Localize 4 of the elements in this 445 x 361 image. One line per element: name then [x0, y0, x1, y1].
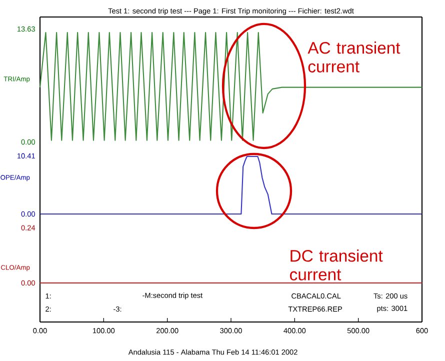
- annotation: AC transient current: [308, 42, 400, 72]
- annotation: DC transient current: [290, 250, 383, 280]
- line-series: [39, 32, 423, 141]
- line-series: [39, 156, 423, 215]
